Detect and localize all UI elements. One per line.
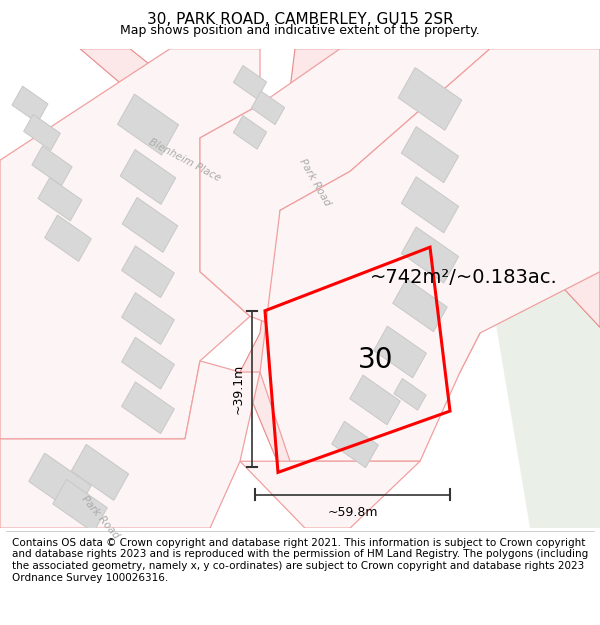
Polygon shape xyxy=(44,215,91,261)
Text: 30: 30 xyxy=(358,346,394,374)
Text: ~59.8m: ~59.8m xyxy=(327,506,378,519)
Polygon shape xyxy=(332,421,379,468)
Polygon shape xyxy=(118,94,179,155)
Polygon shape xyxy=(122,292,175,344)
Polygon shape xyxy=(0,361,260,528)
Polygon shape xyxy=(251,91,284,124)
Polygon shape xyxy=(394,379,426,410)
Text: Contains OS data © Crown copyright and database right 2021. This information is : Contains OS data © Crown copyright and d… xyxy=(12,538,588,582)
Polygon shape xyxy=(398,68,462,130)
Polygon shape xyxy=(200,49,490,328)
Polygon shape xyxy=(401,127,458,182)
Polygon shape xyxy=(240,49,480,528)
Polygon shape xyxy=(240,461,420,528)
Polygon shape xyxy=(0,394,210,528)
Polygon shape xyxy=(38,177,82,221)
Text: Map shows position and indicative extent of the property.: Map shows position and indicative extent… xyxy=(120,24,480,36)
Polygon shape xyxy=(53,479,107,532)
Polygon shape xyxy=(393,279,447,332)
Polygon shape xyxy=(32,146,72,186)
Polygon shape xyxy=(233,116,266,149)
Text: 30, PARK ROAD, CAMBERLEY, GU15 2SR: 30, PARK ROAD, CAMBERLEY, GU15 2SR xyxy=(146,12,454,27)
Polygon shape xyxy=(122,338,175,389)
Polygon shape xyxy=(71,444,128,501)
Polygon shape xyxy=(80,49,270,194)
Polygon shape xyxy=(401,227,458,283)
Polygon shape xyxy=(122,198,178,252)
Text: Blenheim Place: Blenheim Place xyxy=(148,137,223,183)
Polygon shape xyxy=(450,49,600,528)
Polygon shape xyxy=(401,177,458,233)
Text: ~742m²/~0.183ac.: ~742m²/~0.183ac. xyxy=(370,268,558,287)
Polygon shape xyxy=(120,149,176,204)
Text: ~39.1m: ~39.1m xyxy=(232,364,245,414)
Polygon shape xyxy=(0,49,260,439)
Polygon shape xyxy=(122,382,175,434)
Polygon shape xyxy=(350,375,400,425)
Polygon shape xyxy=(374,326,427,378)
Polygon shape xyxy=(122,246,175,298)
Polygon shape xyxy=(12,86,48,123)
Text: Park Road: Park Road xyxy=(79,494,121,541)
Polygon shape xyxy=(29,453,91,514)
Text: Park Road: Park Road xyxy=(298,158,332,208)
Polygon shape xyxy=(295,49,600,328)
Polygon shape xyxy=(233,66,266,99)
Polygon shape xyxy=(23,114,61,151)
Polygon shape xyxy=(260,49,600,461)
